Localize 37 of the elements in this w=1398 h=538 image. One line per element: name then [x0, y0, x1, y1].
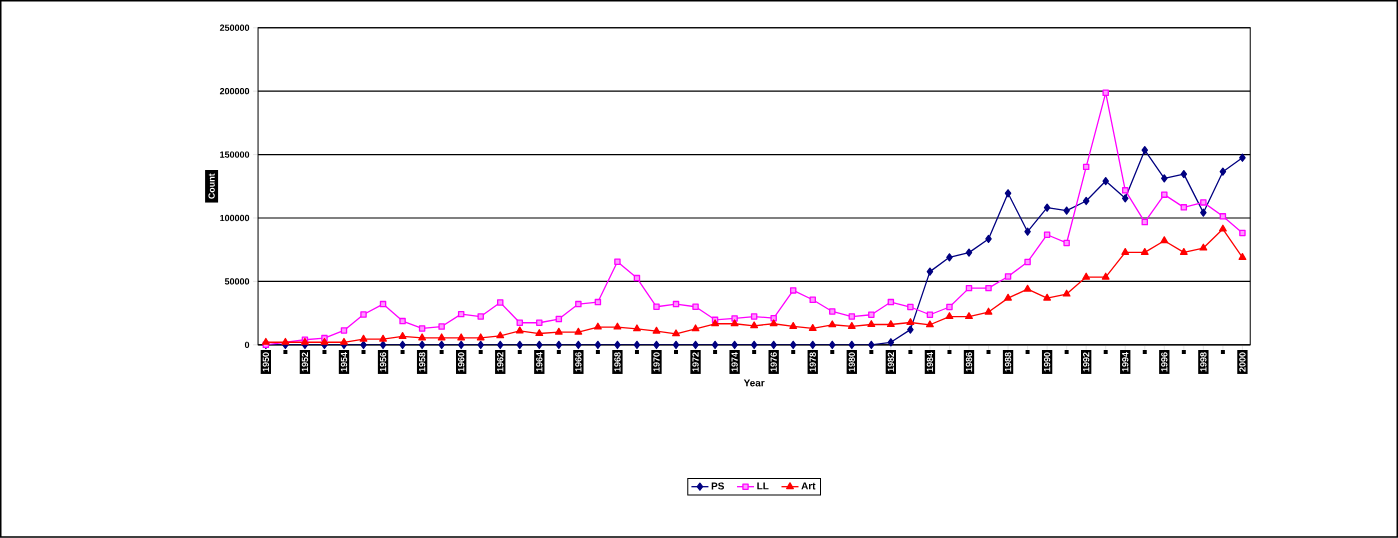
legend-label: LL [757, 482, 769, 490]
y-tick-label: 250000 [219, 24, 250, 32]
x-tick-label: 1992 [1083, 352, 1090, 372]
x-tick-label: 1972 [692, 352, 699, 372]
y-axis-title: Count [208, 173, 215, 199]
x-tick-label: 1976 [770, 352, 777, 372]
x-tick-label: 1974 [731, 352, 738, 372]
x-tick-label: 1998 [1200, 352, 1207, 372]
x-tick-label: 1994 [1122, 352, 1129, 372]
y-tick-label: 100000 [220, 214, 250, 222]
x-tick-label: 1986 [965, 352, 973, 372]
x-tick-label: 1980 [848, 352, 855, 372]
x-tick-label: 1982 [887, 352, 895, 372]
x-tick-label: 1962 [497, 352, 504, 372]
x-tick-label: 1958 [418, 352, 426, 372]
x-tick-label: 1968 [614, 352, 621, 372]
x-tick-label: 1960 [458, 352, 465, 372]
y-tick-label: 200000 [219, 88, 250, 95]
x-tick-label: 1952 [301, 352, 309, 372]
x-tick-label: 1954 [340, 352, 348, 372]
x-tick-label: 1964 [536, 352, 543, 372]
x-tick-label: 1984 [926, 352, 934, 372]
y-tick-label: 0 [244, 341, 250, 349]
legend-label: PS [711, 482, 724, 490]
x-tick-label: 1978 [809, 352, 816, 372]
x-tick-label: 1970 [653, 352, 660, 372]
x-tick-label: 2000 [1239, 352, 1246, 372]
x-tick-label: 1950 [262, 352, 270, 372]
legend-label: Art [801, 482, 816, 490]
y-tick-label: 50000 [224, 278, 250, 285]
x-tick-label: 1956 [379, 352, 387, 372]
x-axis-title: Year [743, 379, 765, 387]
x-tick-label: 1996 [1161, 352, 1168, 372]
x-tick-label: 1988 [1004, 352, 1012, 372]
x-tick-label: 1966 [575, 352, 582, 372]
y-tick-label: 150000 [220, 151, 250, 158]
x-tick-label: 1990 [1043, 352, 1051, 372]
